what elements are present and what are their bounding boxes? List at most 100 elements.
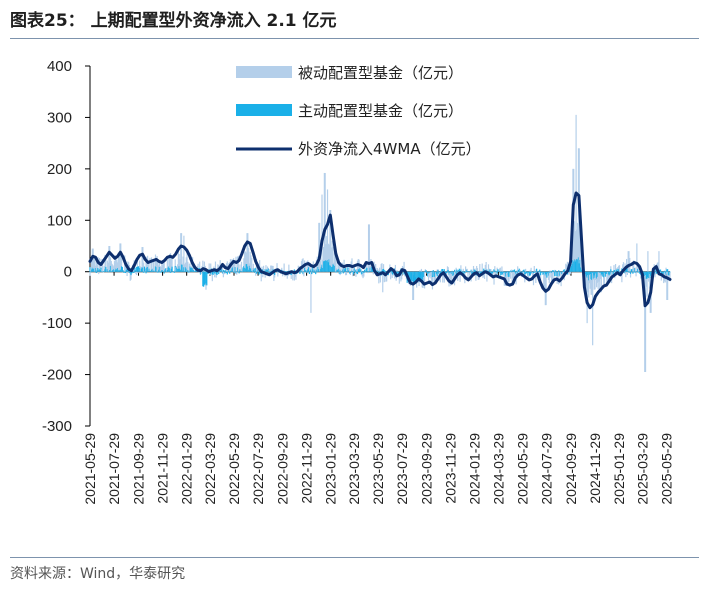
active-bar <box>360 269 362 272</box>
passive-bar <box>455 267 457 272</box>
active-bar <box>169 271 172 273</box>
active-bar <box>322 261 325 272</box>
active-bar <box>224 271 226 274</box>
active-bar <box>114 269 116 272</box>
passive-bar <box>328 244 330 272</box>
x-tick-label: 2021-11-29 <box>155 433 171 504</box>
active-bar <box>210 271 212 275</box>
passive-bar <box>113 266 115 272</box>
passive-bar <box>659 271 662 274</box>
active-bar <box>138 266 140 272</box>
active-bar <box>178 266 180 272</box>
passive-bar <box>569 271 572 274</box>
active-bar <box>109 265 112 272</box>
passive-bar <box>534 269 536 272</box>
passive-bar <box>239 264 241 272</box>
active-bar <box>457 270 460 272</box>
passive-bar <box>475 271 477 281</box>
active-bar <box>454 271 456 272</box>
passive-bar <box>156 256 158 272</box>
active-bar <box>240 270 242 272</box>
passive-bar <box>139 266 142 272</box>
passive-bar <box>92 248 94 272</box>
active-bar <box>555 271 557 277</box>
active-bar <box>495 271 497 273</box>
active-bar <box>534 271 536 273</box>
active-bar <box>523 269 525 272</box>
active-bar <box>504 271 506 274</box>
active-bar <box>240 271 243 272</box>
passive-bar <box>123 271 125 272</box>
active-bar <box>508 271 510 277</box>
active-bar <box>423 271 425 278</box>
active-bar <box>116 269 118 272</box>
x-tick-label: 2022-01-29 <box>179 433 195 505</box>
active-bar <box>633 268 636 272</box>
passive-bar <box>246 233 248 272</box>
passive-bar <box>187 261 189 272</box>
active-bar <box>577 257 580 272</box>
passive-bar <box>119 243 121 272</box>
y-tick-label: -100 <box>42 315 72 332</box>
active-bar <box>345 271 348 273</box>
passive-bar <box>548 271 550 283</box>
active-bar <box>237 271 239 273</box>
y-tick-label: -200 <box>42 367 72 384</box>
active-bar <box>403 271 405 275</box>
active-bar <box>647 271 649 278</box>
passive-bar <box>593 271 595 290</box>
active-bar <box>227 271 229 273</box>
passive-bar <box>459 271 461 282</box>
passive-bar <box>597 271 599 290</box>
passive-bar <box>235 256 237 272</box>
passive-bar <box>377 269 379 272</box>
passive-bar <box>142 247 144 272</box>
passive-bar <box>618 265 621 272</box>
passive-bar <box>308 271 310 272</box>
active-bar <box>629 271 632 274</box>
active-bar <box>539 269 541 272</box>
passive-bar <box>412 271 415 300</box>
legend-label-passive: 被动配置型基金（亿元） <box>298 64 463 82</box>
active-bar <box>242 267 244 272</box>
passive-bar <box>286 271 288 279</box>
active-bar <box>129 271 131 274</box>
active-bar <box>304 270 307 272</box>
active-bar <box>493 269 495 272</box>
active-bar <box>438 271 440 274</box>
active-bar <box>655 268 657 272</box>
active-bar <box>544 271 546 276</box>
active-bar <box>628 271 630 273</box>
active-bar <box>180 264 183 272</box>
passive-bar <box>554 269 556 272</box>
active-bar <box>352 271 355 275</box>
passive-bar <box>89 271 91 276</box>
passive-bar <box>577 222 579 272</box>
active-bar <box>193 271 195 273</box>
passive-bar <box>120 243 122 272</box>
passive-bar <box>529 269 531 272</box>
active-bar <box>102 271 105 273</box>
active-bar <box>450 271 452 273</box>
passive-bar <box>632 262 634 272</box>
passive-bar <box>199 261 201 272</box>
passive-bar <box>271 265 273 272</box>
passive-bar <box>481 263 483 272</box>
active-bar <box>154 266 157 272</box>
passive-bar <box>241 269 243 272</box>
passive-bar <box>116 260 118 272</box>
active-bar <box>470 269 472 272</box>
active-bar <box>330 265 332 272</box>
active-bar <box>314 270 316 272</box>
passive-bar <box>203 261 206 272</box>
passive-bar <box>598 271 600 282</box>
active-bar <box>251 270 253 272</box>
passive-bar <box>588 271 591 284</box>
active-bar <box>408 271 411 282</box>
passive-bar <box>403 261 405 272</box>
passive-bar <box>499 267 501 272</box>
active-bar <box>397 271 399 274</box>
active-bar <box>139 271 142 272</box>
active-bar <box>549 271 551 274</box>
